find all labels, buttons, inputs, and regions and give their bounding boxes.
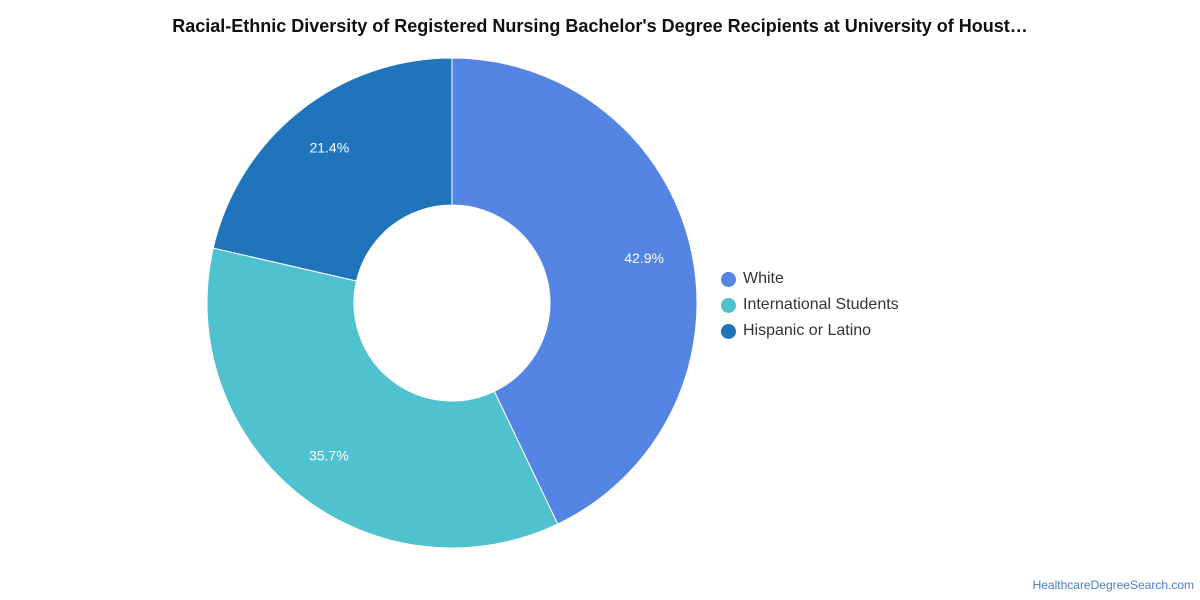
legend-label-international-students: International Students <box>743 296 899 313</box>
slice-label-international-students: 35.7% <box>309 447 349 463</box>
slice-label-hispanic-or-latino: 21.4% <box>309 140 349 156</box>
legend-swatch-hispanic-or-latino <box>721 323 736 339</box>
chart-legend: White International Students Hispanic or… <box>721 266 899 344</box>
legend-item-international-students[interactable]: International Students <box>721 292 899 318</box>
legend-label-hispanic-or-latino: Hispanic or Latino <box>743 322 872 339</box>
legend-item-hispanic-or-latino[interactable]: Hispanic or Latino <box>721 318 899 344</box>
chart-title: Racial-Ethnic Diversity of Registered Nu… <box>172 16 1028 36</box>
legend-item-white[interactable]: White <box>721 266 899 292</box>
slice-label-white: 42.9% <box>624 250 664 266</box>
legend-label-white: White <box>743 270 784 287</box>
slice-white[interactable] <box>451 57 698 525</box>
slice-international-students[interactable] <box>206 247 559 549</box>
slice-hispanic-or-latino[interactable] <box>212 57 453 282</box>
legend-swatch-white <box>721 271 736 287</box>
source-credit-link[interactable]: HealthcareDegreeSearch.com <box>1032 578 1194 592</box>
legend-swatch-international-students <box>721 297 736 313</box>
